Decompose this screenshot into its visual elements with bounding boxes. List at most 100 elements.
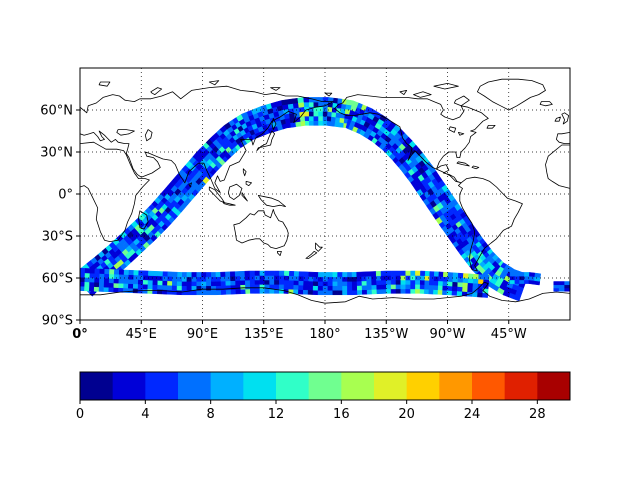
swath-cell (181, 281, 188, 287)
swath-cell (351, 271, 358, 278)
swath-cell (303, 101, 310, 107)
swath-cell (442, 285, 448, 291)
coastline-great-lakes-east (458, 132, 465, 136)
swath-cell (472, 282, 479, 289)
swath-cell (376, 288, 383, 295)
swath-cell (514, 272, 520, 277)
swath-cell (152, 275, 159, 281)
swath-cell (317, 290, 324, 296)
x-tick-label: 90°W (430, 327, 466, 342)
swath-cell (157, 271, 164, 277)
coastline-north-america (334, 94, 489, 184)
swath-cell (351, 280, 358, 287)
swath-cell (347, 272, 353, 278)
swath-cell (137, 283, 144, 289)
swath-cell (361, 280, 368, 286)
coastline-madagascar (138, 210, 149, 230)
swath-cell (297, 97, 305, 104)
swath-cell (307, 289, 314, 295)
swath-cell (534, 272, 541, 278)
swath-cell (366, 275, 372, 282)
colorbar-segment (276, 372, 310, 400)
y-tick-label: 60°N (40, 104, 73, 119)
colorbar-segment (504, 372, 538, 400)
x-tick-label: 180° (309, 327, 340, 342)
coastline-great-britain (561, 112, 569, 125)
swath-cell (410, 284, 416, 290)
swath-cell (152, 270, 159, 277)
swath-cell (447, 272, 454, 278)
swath-cell (433, 275, 440, 282)
swath-cell (220, 280, 227, 286)
swath-cell (313, 111, 319, 117)
swath-cell (318, 106, 324, 112)
swath-cell (304, 111, 310, 117)
swath-cell (211, 290, 217, 296)
swath-cell (308, 120, 315, 126)
swath-cell (327, 276, 334, 282)
swath-cell (442, 289, 448, 296)
swath-cell (215, 280, 222, 287)
swath-cell (123, 283, 129, 289)
swath-cell (308, 280, 314, 286)
coastline-luzon (242, 168, 247, 177)
swath-cell (186, 276, 193, 282)
swath-cell (147, 279, 154, 285)
swath-cell (332, 276, 338, 282)
swath-cell (390, 288, 397, 294)
swath-cell (304, 120, 310, 126)
swath-cell (162, 275, 169, 282)
x-tick-label: 90°E (187, 327, 218, 342)
swath-cell (332, 97, 339, 104)
swath-cell (142, 288, 149, 294)
swath-cell (390, 270, 397, 276)
coastline-tasmania (277, 251, 282, 256)
swath-cell (128, 274, 134, 280)
swath-cell (84, 286, 90, 292)
swath-cell (467, 282, 474, 288)
swath-cell (279, 284, 285, 290)
swath-cell (281, 99, 289, 106)
colorbar: 0 4 8 12 16 20 24 28 (76, 371, 571, 422)
swath-cell (176, 280, 183, 287)
swath-cell (386, 284, 392, 290)
swath-cell (438, 280, 444, 286)
swath-cell (230, 275, 236, 282)
swath-cell (405, 288, 411, 294)
swath-cell (564, 281, 570, 286)
swath-cell (162, 271, 169, 277)
swath-cell (285, 122, 292, 129)
swath-cell (462, 286, 469, 292)
swath-cell (133, 270, 140, 276)
colorbar-segment (472, 372, 506, 400)
swath-cell (322, 276, 329, 282)
swath-cell (176, 285, 183, 291)
swath-cell (293, 280, 300, 286)
swath-cell (191, 285, 197, 291)
swath-cell (298, 275, 305, 282)
swath-cell (433, 271, 440, 277)
swath-cell (313, 276, 319, 282)
swath-cell (318, 120, 324, 126)
coastline-great-lakes-west (448, 126, 457, 133)
swath-cell (254, 279, 261, 285)
coastline-borneo (228, 183, 243, 200)
swath-cell (118, 269, 125, 275)
swath-cell (356, 280, 363, 286)
swath-cell (452, 272, 459, 278)
swath-cell (366, 271, 372, 277)
swath-cell (312, 285, 319, 291)
swath-cell (332, 272, 338, 278)
swath-cell (162, 280, 168, 286)
coastline-sakhalin (271, 118, 277, 130)
colorbar-tick-label: 28 (529, 407, 546, 422)
swath-cell (317, 285, 324, 291)
swath-cell (351, 276, 358, 282)
swath-cell (400, 288, 406, 294)
swath-cell (172, 271, 178, 277)
colorbar-segment (341, 372, 375, 400)
swath-cell (142, 279, 149, 285)
swath-cell (235, 280, 241, 286)
swath-cell (308, 101, 315, 107)
